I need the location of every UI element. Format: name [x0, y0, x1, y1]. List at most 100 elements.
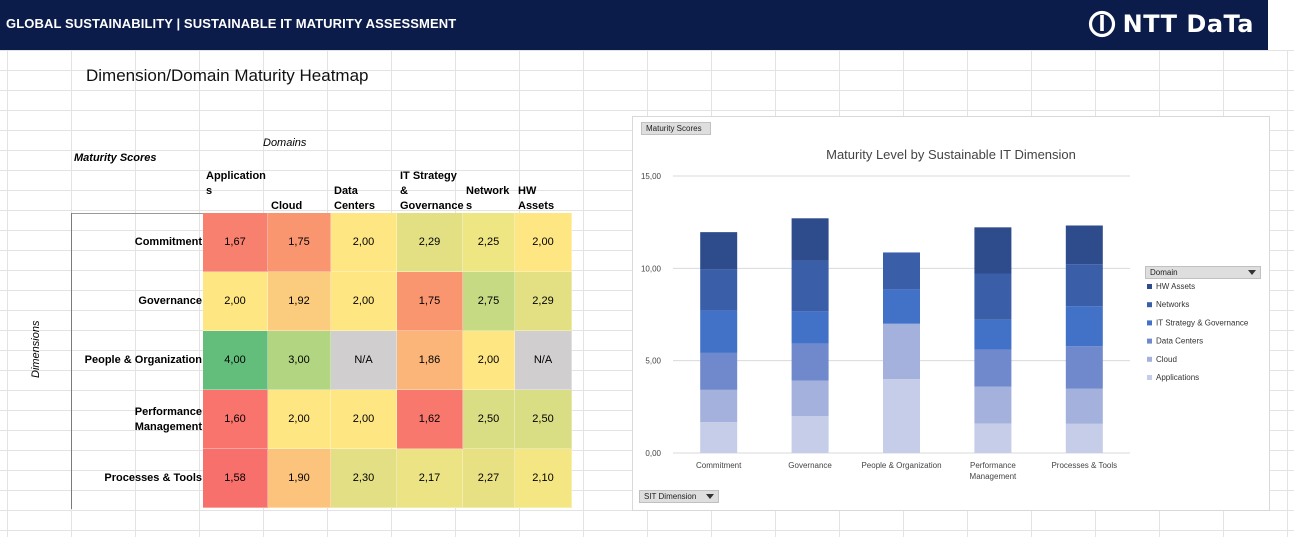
- x-tick-label: People & Organization: [861, 461, 941, 470]
- legend-item: Applications: [1156, 373, 1199, 382]
- bar-segment: [1065, 423, 1103, 453]
- bar-segment: [883, 323, 920, 380]
- bar-segment: [700, 422, 738, 453]
- column-header: Data Centers: [334, 168, 397, 214]
- bar-segment: [700, 389, 738, 423]
- y-tick-label: 5,00: [645, 357, 661, 366]
- bar-segment: [791, 260, 829, 312]
- heatmap-cell[interactable]: 2,00: [203, 272, 268, 331]
- row-label-line: Performance: [134, 405, 202, 418]
- maturity-scores-field-button[interactable]: Maturity Scores: [641, 122, 711, 135]
- row-label-line: Management: [134, 420, 202, 433]
- logo-text: NTT DaTa: [1122, 10, 1254, 38]
- bar-segment: [700, 352, 738, 390]
- heatmap-cell[interactable]: 1,62: [397, 390, 463, 449]
- bar-segment: [974, 386, 1012, 424]
- bar-segment: [974, 349, 1012, 387]
- heatmap-cell[interactable]: 1,75: [397, 272, 463, 331]
- bar-segment: [1065, 388, 1103, 424]
- heatmap-cell[interactable]: 3,00: [268, 331, 331, 390]
- heatmap-cell[interactable]: 2,00: [331, 272, 397, 331]
- heatmap-cell[interactable]: 1,86: [397, 331, 463, 390]
- ntt-logo-icon: [1088, 10, 1115, 38]
- heatmap-cell[interactable]: 2,29: [515, 272, 572, 331]
- column-header-line: Network: [466, 185, 510, 197]
- heatmap-cell[interactable]: N/A: [515, 331, 572, 390]
- heatmap-cell[interactable]: 1,60: [203, 390, 268, 449]
- domain-legend-field-button[interactable]: Domain: [1145, 266, 1261, 279]
- column-header-line: s: [206, 185, 213, 197]
- bar-segment: [974, 227, 1012, 274]
- x-tick-label: Processes & Tools: [1051, 461, 1117, 470]
- heatmap-cell[interactable]: 4,00: [203, 331, 268, 390]
- domains-label: Domains: [263, 137, 307, 149]
- legend-swatch: [1147, 356, 1152, 362]
- dropdown-arrow-icon: [1248, 270, 1256, 275]
- sit-dimension-field-label: SIT Dimension: [644, 492, 697, 501]
- bar-segment: [1065, 264, 1103, 307]
- chart-title: Maturity Level by Sustainable IT Dimensi…: [826, 147, 1076, 162]
- column-header-line: [334, 169, 375, 184]
- heatmap-cell[interactable]: 1,67: [203, 213, 268, 272]
- bar-segment: [883, 289, 920, 324]
- bar-segment: [700, 232, 738, 270]
- bar-segment: [700, 310, 738, 353]
- column-header-line: Data: [334, 185, 358, 197]
- column-header-line: [466, 169, 509, 184]
- column-header: IT Strategy & Governance: [400, 168, 464, 214]
- heatmap-cell[interactable]: 2,10: [515, 449, 572, 508]
- heatmap-cell[interactable]: 2,00: [463, 331, 515, 390]
- heatmap-cell[interactable]: 2,00: [268, 390, 331, 449]
- column-header-line: HW: [518, 185, 537, 197]
- bar-segment: [791, 380, 829, 417]
- heatmap-cell[interactable]: N/A: [331, 331, 397, 390]
- row-label: Processes & Tools: [104, 472, 202, 484]
- legend-item: Networks: [1156, 300, 1189, 309]
- header-banner: GLOBAL SUSTAINABILITY | SUSTAINABLE IT M…: [0, 0, 1268, 50]
- column-header-line: s: [466, 200, 473, 212]
- heatmap-cell[interactable]: 2,27: [463, 449, 515, 508]
- row-label: Commitment: [134, 236, 202, 248]
- bar-segment: [791, 416, 829, 453]
- row-label: People & Organization: [84, 354, 202, 366]
- bar-segment: [791, 218, 829, 261]
- heatmap-cell[interactable]: 2,00: [331, 390, 397, 449]
- column-header-line: [206, 199, 266, 214]
- heatmap-cell[interactable]: 1,58: [203, 449, 268, 508]
- bar-segment: [700, 269, 738, 311]
- heatmap-cell[interactable]: 2,25: [463, 213, 515, 272]
- company-logo: NTT DaTa: [1087, 9, 1254, 39]
- y-tick-label: 0,00: [645, 449, 661, 458]
- x-tick-label: Performance: [970, 461, 1016, 470]
- heatmap-cell[interactable]: 1,75: [268, 213, 331, 272]
- column-header-line: [518, 169, 554, 184]
- heatmap-cell[interactable]: 2,29: [397, 213, 463, 272]
- legend-swatch: [1147, 284, 1152, 289]
- column-header: Application s: [206, 168, 268, 214]
- heatmap-cell[interactable]: 1,90: [268, 449, 331, 508]
- legend-swatch: [1147, 302, 1152, 308]
- heatmap-cell[interactable]: 2,30: [331, 449, 397, 508]
- column-header-line: Governance: [400, 200, 464, 212]
- chart-area[interactable]: Maturity Scores SIT Dimension Domain Mat…: [632, 116, 1270, 511]
- heatmap-cell[interactable]: 2,75: [463, 272, 515, 331]
- heatmap-cell[interactable]: 2,50: [463, 390, 515, 449]
- heatmap-left-border: [71, 213, 72, 509]
- bar-segment: [1065, 306, 1103, 347]
- heatmap-cell[interactable]: 2,50: [515, 390, 572, 449]
- bar-segment: [791, 343, 829, 381]
- y-tick-label: 10,00: [641, 264, 662, 273]
- dimensions-label: Dimensions: [30, 320, 42, 378]
- sit-dimension-field-button[interactable]: SIT Dimension: [639, 490, 719, 503]
- heatmap-cell[interactable]: 1,92: [268, 272, 331, 331]
- row-label: Performance Management: [74, 390, 202, 449]
- maturity-scores-field-label: Maturity Scores: [646, 124, 702, 133]
- heatmap-cell[interactable]: 2,00: [331, 213, 397, 272]
- sheet-title: Dimension/Domain Maturity Heatmap: [86, 66, 369, 85]
- bar-segment: [883, 252, 920, 290]
- heatmap-cell[interactable]: 2,00: [515, 213, 572, 272]
- heatmap-cell[interactable]: 2,17: [397, 449, 463, 508]
- legend-item: HW Assets: [1156, 282, 1195, 291]
- legend-item: Cloud: [1156, 355, 1177, 364]
- maturity-scores-label: Maturity Scores: [74, 152, 157, 164]
